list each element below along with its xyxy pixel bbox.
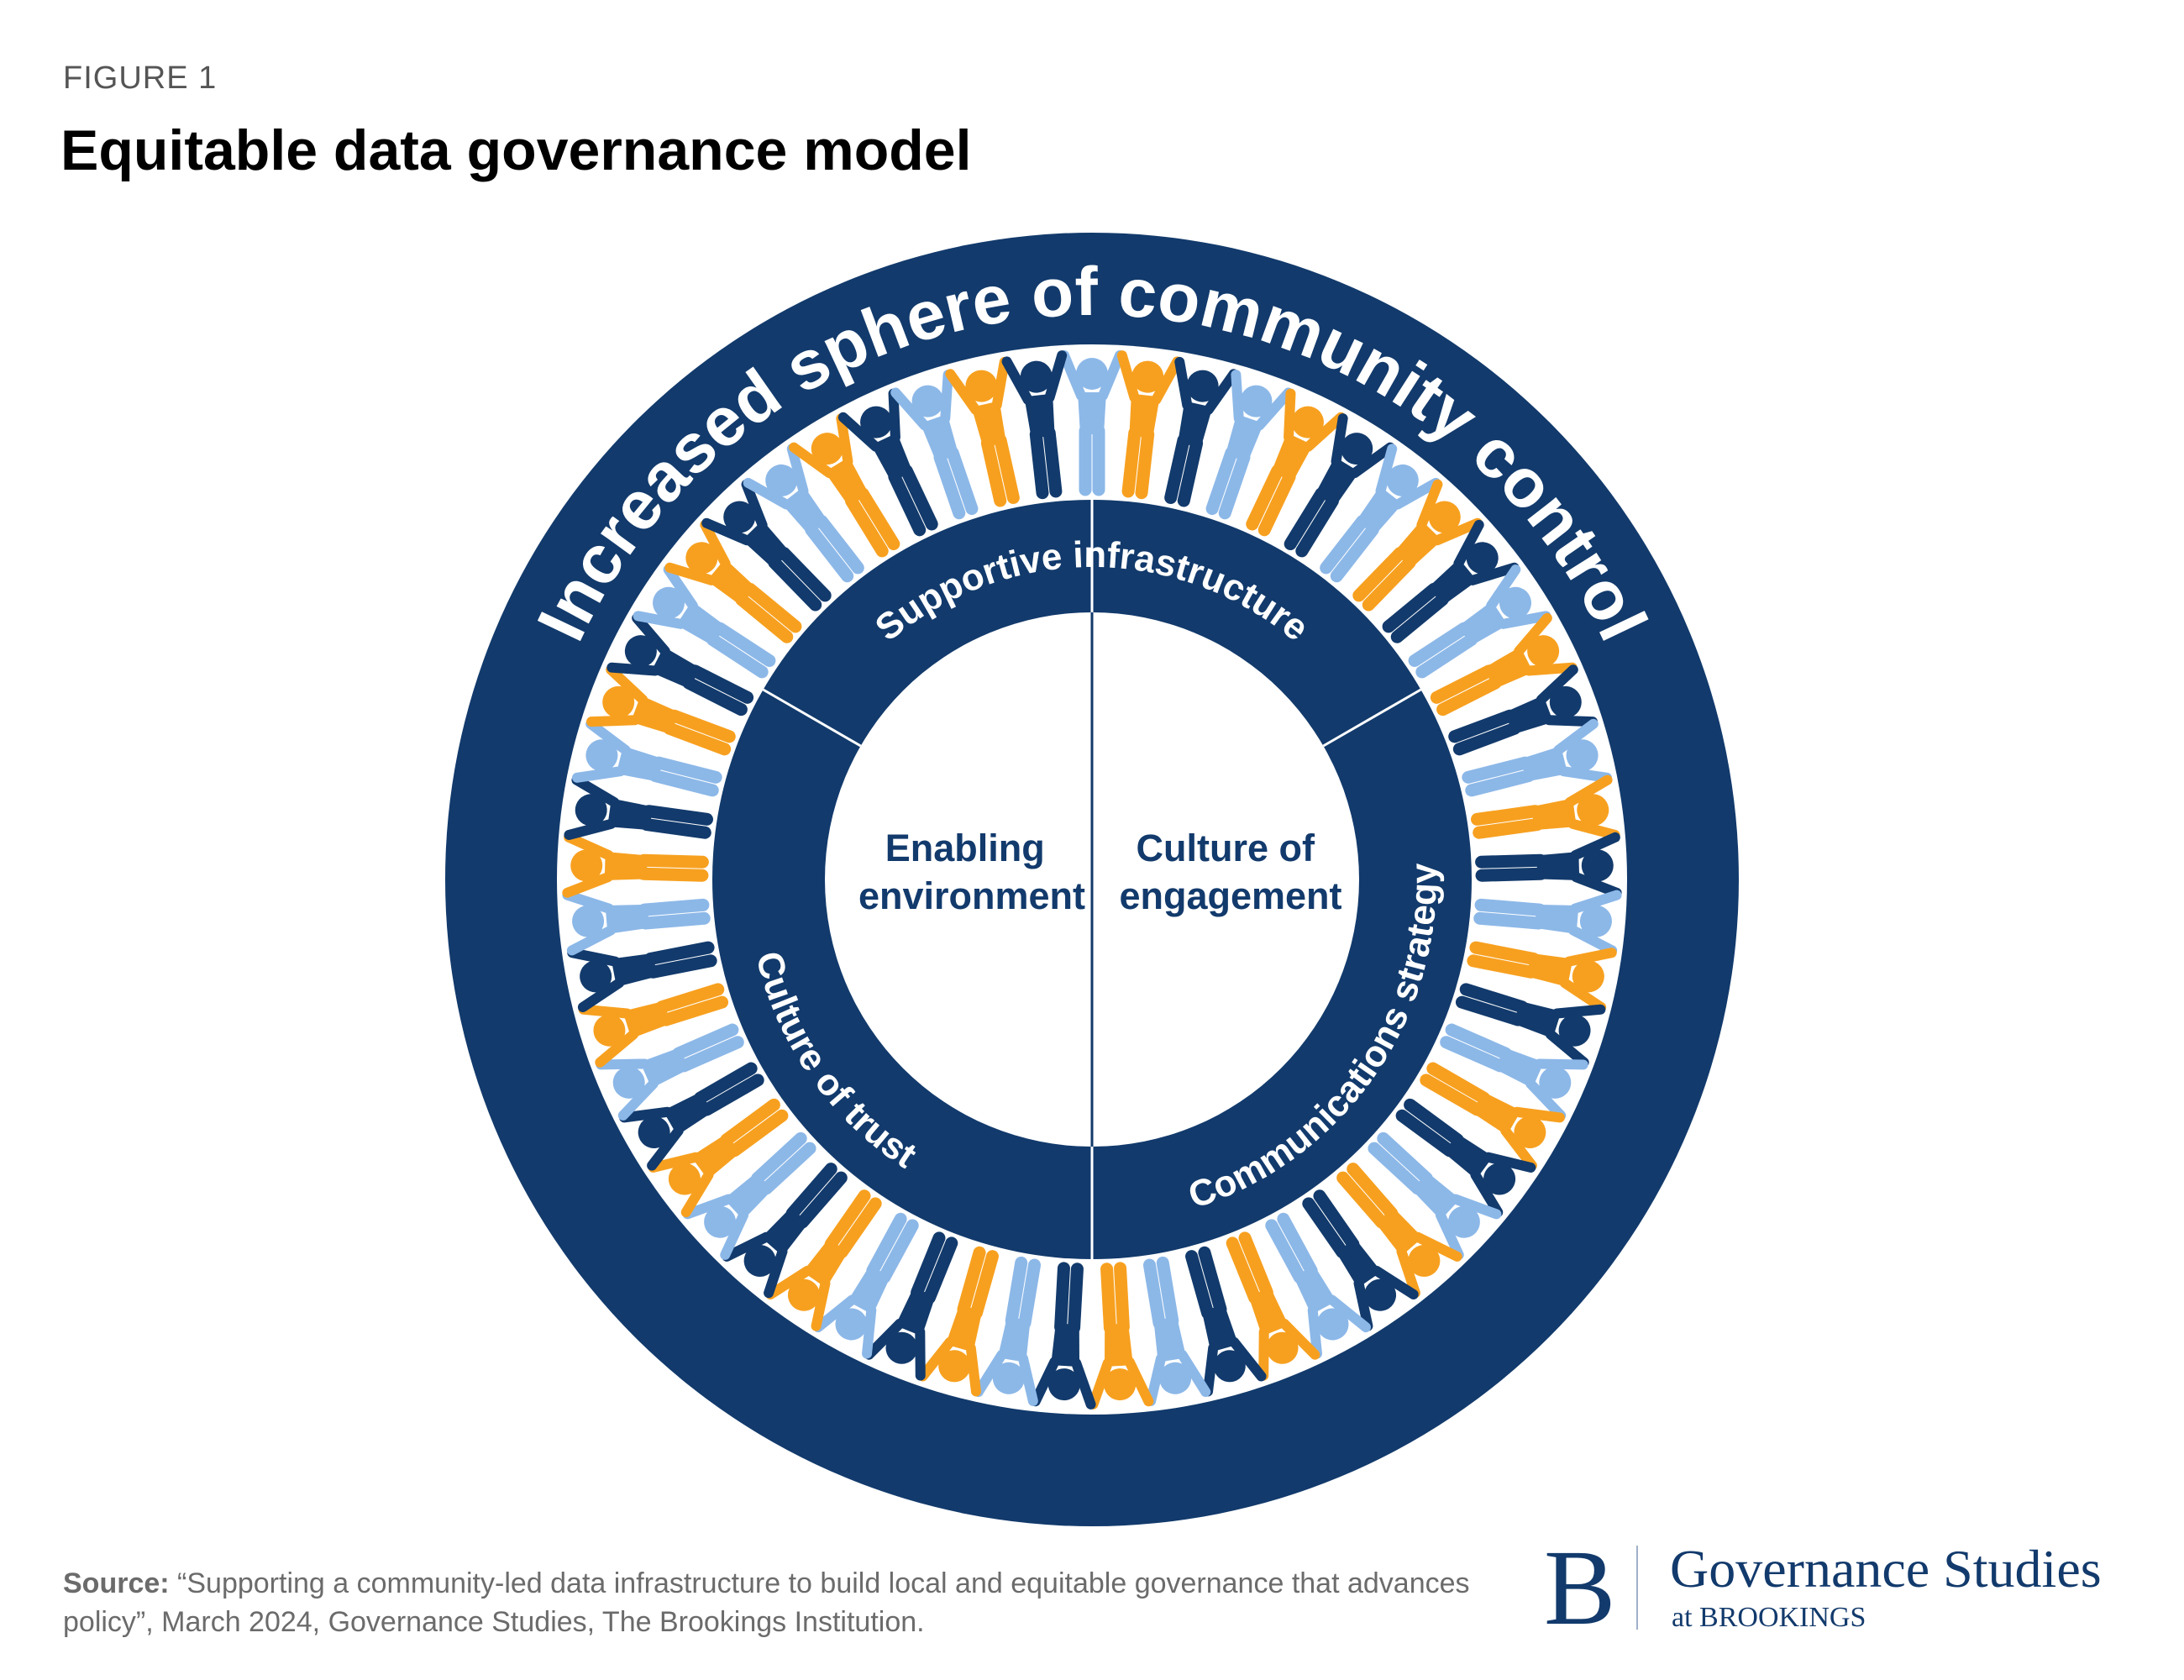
- person-icon: [973, 1256, 1042, 1406]
- person-icon: [1226, 1231, 1320, 1381]
- person-icon: [890, 370, 979, 520]
- people-ring: [562, 350, 1622, 1410]
- person-icon: [1395, 1098, 1536, 1218]
- figure-label: FIGURE 1: [63, 60, 218, 96]
- person-icon: [1265, 1212, 1372, 1359]
- person-icon: [722, 1163, 848, 1299]
- person-icon: [586, 664, 736, 756]
- person-icon: [1473, 890, 1622, 956]
- person-icon: [562, 832, 709, 898]
- person-icon: [1030, 1262, 1096, 1410]
- person-icon: [1001, 350, 1068, 500]
- person-icon: [1408, 564, 1551, 679]
- segment-dividers: [762, 500, 1422, 1259]
- person-icon: [743, 444, 864, 583]
- logo-divider: [1636, 1546, 1638, 1630]
- person-icon: [606, 612, 754, 717]
- divider-line: [762, 688, 862, 748]
- person-icon: [789, 413, 900, 558]
- source-note: Source: “Supporting a community-led data…: [63, 1564, 1491, 1641]
- person-icon: [633, 564, 776, 679]
- logo-sub: at BROOKINGS: [1672, 1602, 1866, 1633]
- person-icon: [1164, 356, 1239, 507]
- logo-letter: B: [1544, 1528, 1616, 1647]
- center-label-culture-of-engagement: Culture of engagement: [1119, 827, 1341, 917]
- person-icon: [1440, 1023, 1588, 1121]
- person-icon: [1430, 612, 1578, 717]
- person-icon: [1246, 388, 1347, 537]
- person-icon: [812, 1212, 919, 1359]
- person-icon: [1352, 479, 1483, 612]
- person-icon: [664, 519, 802, 643]
- person-icon: [945, 356, 1020, 507]
- person-icon: [1467, 941, 1617, 1013]
- figure-title: Equitable data governance model: [60, 118, 972, 182]
- person-icon: [1382, 519, 1520, 643]
- person-icon: [1448, 664, 1598, 756]
- person-icon: [648, 1098, 789, 1218]
- person-icon: [1455, 983, 1606, 1068]
- person-icon: [1302, 1189, 1419, 1331]
- person-icon: [1420, 1062, 1565, 1171]
- person-icon: [837, 388, 938, 537]
- person-icon: [571, 718, 722, 797]
- person-icon: [619, 1062, 764, 1171]
- center-label-enabling-environment: Enabling environment: [858, 827, 1085, 917]
- person-icon: [1142, 1256, 1211, 1406]
- person-icon: [1205, 370, 1294, 520]
- person-icon: [1336, 1163, 1462, 1299]
- source-label: Source:: [63, 1567, 170, 1599]
- divider-line: [1322, 688, 1422, 748]
- person-icon: [917, 1246, 999, 1397]
- person-icon: [1284, 413, 1395, 558]
- person-icon: [1059, 350, 1125, 496]
- person-icon: [596, 1023, 744, 1121]
- source-text: “Supporting a community-led data infrast…: [63, 1567, 1470, 1638]
- person-icon: [682, 1131, 816, 1260]
- person-icon: [701, 479, 832, 612]
- person-icon: [578, 983, 729, 1068]
- person-icon: [1471, 774, 1620, 840]
- person-icon: [765, 1189, 882, 1331]
- person-icon: [1462, 718, 1613, 797]
- person-icon: [1088, 1262, 1154, 1410]
- person-icon: [864, 1231, 958, 1381]
- person-icon: [1475, 832, 1622, 898]
- brookings-logo: B Governance Studies at BROOKINGS: [1544, 1533, 2149, 1642]
- person-icon: [1185, 1246, 1267, 1397]
- person-icon: [562, 890, 711, 956]
- person-icon: [1116, 350, 1183, 500]
- person-icon: [564, 774, 713, 840]
- person-icon: [567, 941, 717, 1013]
- logo-name: Governance Studies: [1670, 1539, 2102, 1599]
- person-icon: [1368, 1131, 1502, 1260]
- person-icon: [1320, 444, 1441, 583]
